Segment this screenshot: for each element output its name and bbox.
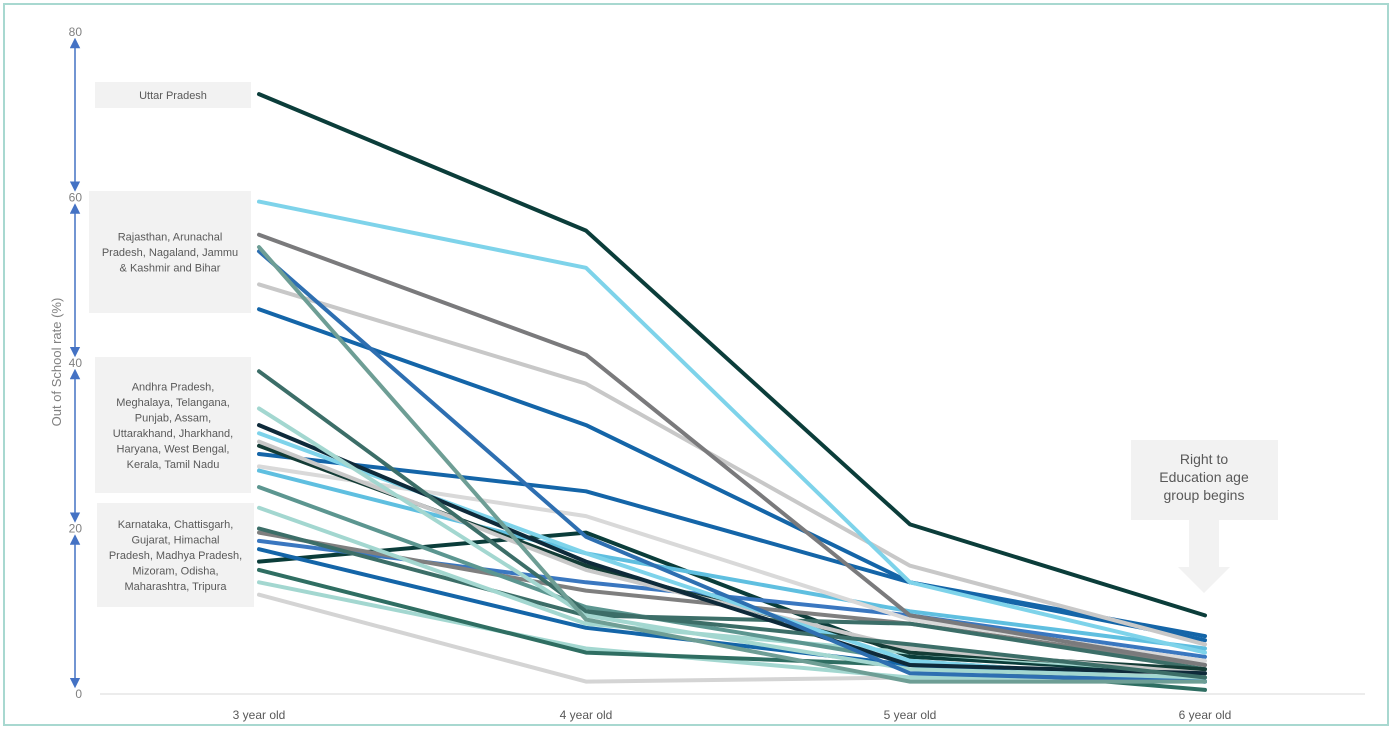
- series-line-2: [257, 199, 1207, 655]
- series-line-4: [257, 245, 1207, 684]
- series-line-6: [257, 282, 1207, 647]
- series-line-19: [257, 526, 1207, 672]
- chart-frame: [3, 3, 1389, 726]
- series-line-7: [257, 307, 1207, 639]
- rte-callout-label: Right to Education age group begins: [1159, 451, 1249, 503]
- state-group-label: Rajasthan, Arunachal Pradesh, Nagaland, J…: [102, 232, 238, 275]
- series-line-9: [257, 406, 1207, 680]
- y-axis-label: Out of School rate (%): [49, 298, 64, 427]
- series-line-26: [257, 592, 1207, 684]
- series-line-8: [257, 369, 1207, 680]
- x-tick-label: 4 year old: [560, 708, 613, 722]
- y-tick-label: 60: [69, 191, 83, 205]
- state-group-box: [97, 503, 254, 607]
- y-tick-label: 0: [75, 687, 82, 701]
- state-group-box: [95, 82, 251, 108]
- rte-down-arrow-icon: [1178, 520, 1230, 593]
- state-group-box: [89, 191, 251, 313]
- series-line-5: [257, 249, 1207, 684]
- state-group-label: Karnataka, Chattisgarh, Gujarat, Himachal…: [109, 519, 242, 593]
- series-line-3: [257, 232, 1207, 667]
- x-tick-label: 3 year old: [233, 708, 286, 722]
- y-tick-label: 80: [69, 25, 83, 39]
- state-group-label: Uttar Pradesh: [139, 90, 207, 102]
- rte-callout-box: [1131, 440, 1278, 520]
- y-tick-label: 40: [69, 356, 83, 370]
- state-group-box: [95, 357, 251, 493]
- series-line-1: [257, 92, 1207, 618]
- x-tick-label: 5 year old: [884, 708, 937, 722]
- y-tick-label: 20: [69, 522, 83, 536]
- state-group-label: Andhra Pradesh, Meghalaya, Telangana, Punj…: [113, 381, 233, 471]
- x-tick-label: 6 year old: [1179, 708, 1232, 722]
- series-line-14: [257, 452, 1207, 643]
